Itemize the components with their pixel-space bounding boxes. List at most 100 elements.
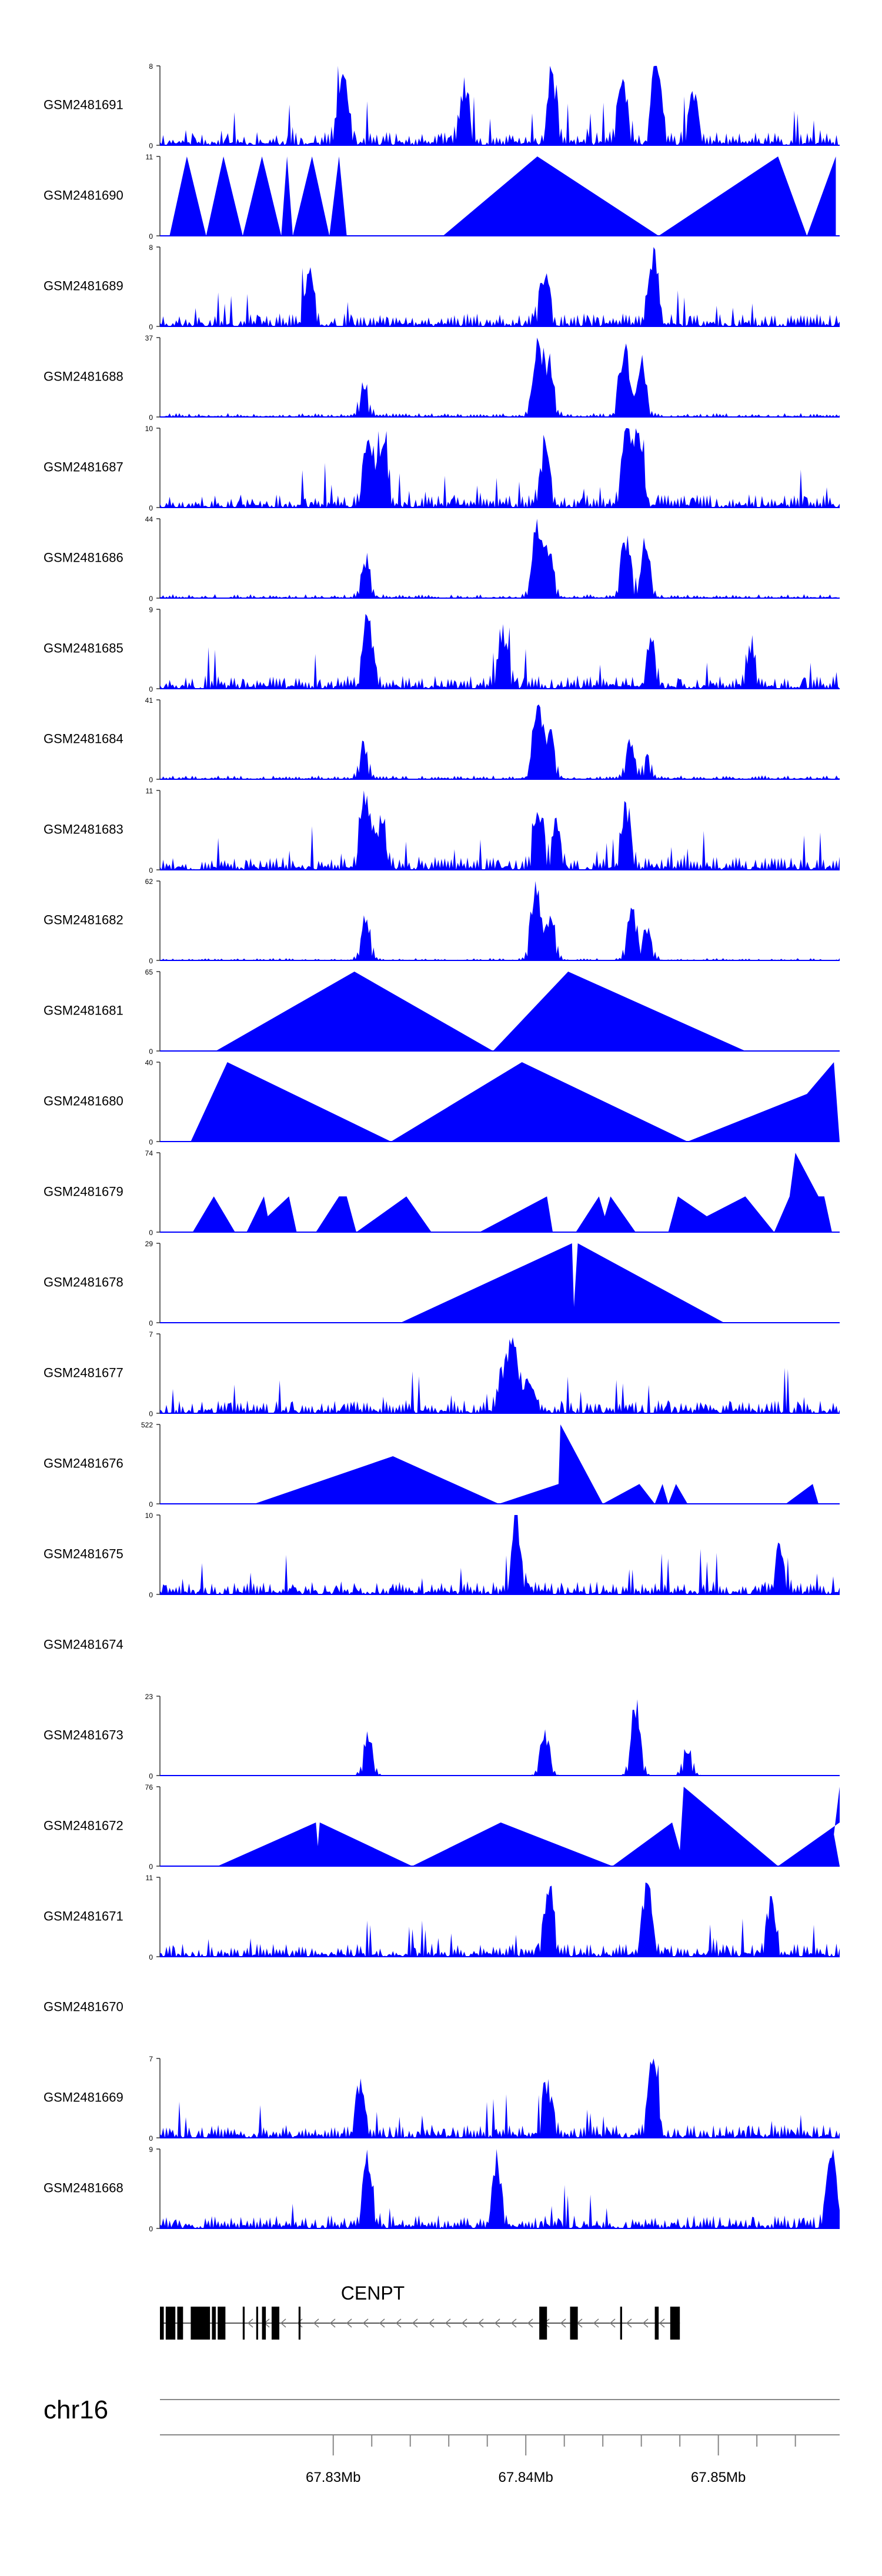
coverage-track: GSM2481673 23 0 bbox=[44, 1693, 840, 1780]
coverage-area bbox=[160, 2058, 840, 2138]
coverage-area bbox=[160, 247, 840, 326]
y-min-label: 0 bbox=[149, 232, 153, 241]
strand-arrow bbox=[247, 2318, 253, 2328]
y-min-label: 0 bbox=[149, 595, 153, 603]
coverage-track: GSM2481668 9 0 bbox=[44, 2145, 840, 2233]
gene-exon bbox=[242, 2307, 245, 2340]
coverage-area bbox=[400, 1243, 724, 1323]
y-max-label: 522 bbox=[141, 1421, 153, 1429]
tick-label: 67.83Mb bbox=[306, 2470, 360, 2485]
coverage-track: GSM2481691 8 0 bbox=[44, 62, 840, 150]
gene-exon bbox=[654, 2307, 659, 2340]
coverage-area bbox=[254, 1424, 818, 1504]
strand-arrow bbox=[593, 2318, 599, 2328]
y-max-label: 8 bbox=[149, 243, 153, 252]
coverage-area bbox=[160, 1882, 840, 1957]
strand-arrow bbox=[560, 2318, 566, 2328]
strand-arrow bbox=[659, 2318, 665, 2328]
y-min-label: 0 bbox=[149, 1953, 153, 1961]
coverage-track: GSM2481681 65 0 bbox=[44, 968, 840, 1056]
track-label: GSM2481675 bbox=[44, 1547, 123, 1561]
strand-arrow bbox=[626, 2318, 632, 2328]
coverage-track: GSM2481686 44 0 bbox=[44, 515, 840, 603]
y-min-label: 0 bbox=[149, 1863, 153, 1871]
y-min-label: 0 bbox=[149, 1229, 153, 1237]
track-label: GSM2481680 bbox=[44, 1094, 123, 1109]
y-max-label: 11 bbox=[146, 787, 153, 795]
y-min-label: 0 bbox=[149, 866, 153, 875]
coverage-area bbox=[160, 1515, 840, 1594]
track-label: GSM2481677 bbox=[44, 1366, 123, 1380]
gene-model: CENPT bbox=[160, 2283, 680, 2340]
y-min-label: 0 bbox=[149, 1319, 153, 1327]
gene-exon bbox=[670, 2307, 680, 2340]
y-min-label: 0 bbox=[149, 2225, 153, 2233]
y-min-label: 0 bbox=[149, 142, 153, 150]
y-min-label: 0 bbox=[149, 1047, 153, 1056]
coverage-track: GSM2481689 8 0 bbox=[44, 243, 840, 331]
y-min-label: 0 bbox=[149, 1138, 153, 1146]
y-max-label: 11 bbox=[146, 1874, 153, 1882]
y-min-label: 0 bbox=[149, 1500, 153, 1509]
track-label: GSM2481671 bbox=[44, 1909, 123, 1924]
y-max-label: 8 bbox=[149, 62, 153, 71]
coverage-area bbox=[160, 881, 840, 960]
coverage-area bbox=[160, 1337, 840, 1413]
strand-arrow bbox=[395, 2318, 402, 2328]
track-label: GSM2481673 bbox=[44, 1728, 123, 1743]
track-label: GSM2481690 bbox=[44, 188, 123, 203]
chromosome-label: chr16 bbox=[44, 2395, 108, 2424]
y-max-label: 23 bbox=[145, 1693, 153, 1701]
coverage-track: GSM2481684 41 0 bbox=[44, 696, 840, 784]
strand-arrow bbox=[642, 2318, 649, 2328]
y-max-label: 41 bbox=[145, 696, 153, 705]
track-label: GSM2481689 bbox=[44, 279, 123, 293]
gene-exon bbox=[262, 2307, 266, 2340]
coverage-area bbox=[160, 704, 840, 779]
strand-arrow bbox=[477, 2318, 484, 2328]
coverage-area bbox=[160, 790, 840, 870]
gene-exon bbox=[256, 2307, 259, 2340]
coverage-track: GSM2481679 74 0 bbox=[44, 1149, 840, 1237]
strand-arrow bbox=[280, 2318, 286, 2328]
y-min-label: 0 bbox=[149, 1772, 153, 1780]
track-label: GSM2481676 bbox=[44, 1456, 123, 1471]
strand-arrow bbox=[346, 2318, 352, 2328]
coverage-area bbox=[191, 1062, 840, 1142]
y-min-label: 0 bbox=[149, 957, 153, 965]
track-label: GSM2481681 bbox=[44, 1003, 123, 1018]
coverage-area bbox=[218, 1787, 840, 1866]
tick-label: 67.85Mb bbox=[691, 2470, 746, 2485]
strand-arrow bbox=[412, 2318, 418, 2328]
gene-exon bbox=[191, 2307, 211, 2340]
gene-name: CENPT bbox=[341, 2283, 405, 2304]
y-max-label: 76 bbox=[145, 1783, 153, 1791]
y-max-label: 7 bbox=[149, 2055, 153, 2063]
coverage-area bbox=[160, 613, 840, 689]
gene-exon bbox=[212, 2307, 216, 2340]
coverage-track: GSM2481685 9 0 bbox=[44, 606, 840, 693]
strand-arrow bbox=[329, 2318, 336, 2328]
gene-exon bbox=[620, 2307, 622, 2340]
gene-exon bbox=[271, 2307, 280, 2340]
y-min-label: 0 bbox=[149, 1410, 153, 1418]
coverage-track: GSM2481674 bbox=[44, 1637, 123, 1652]
y-min-label: 0 bbox=[149, 504, 153, 512]
y-min-label: 0 bbox=[149, 413, 153, 422]
track-label: GSM2481686 bbox=[44, 550, 123, 565]
track-label: GSM2481670 bbox=[44, 2000, 123, 2014]
coverage-area bbox=[160, 519, 840, 598]
coverage-track: GSM2481670 bbox=[44, 2000, 123, 2014]
gene-exon bbox=[218, 2307, 226, 2340]
coverage-area bbox=[160, 338, 840, 417]
track-label: GSM2481674 bbox=[44, 1637, 123, 1652]
strand-arrow bbox=[428, 2318, 435, 2328]
coverage-area bbox=[169, 156, 836, 236]
coverage-track: GSM2481675 10 0 bbox=[44, 1511, 840, 1599]
coverage-track: GSM2481683 11 0 bbox=[44, 787, 840, 875]
track-label: GSM2481682 bbox=[44, 913, 123, 927]
gene-exon bbox=[539, 2307, 547, 2340]
coverage-area bbox=[160, 1699, 840, 1776]
track-label: GSM2481691 bbox=[44, 98, 123, 112]
